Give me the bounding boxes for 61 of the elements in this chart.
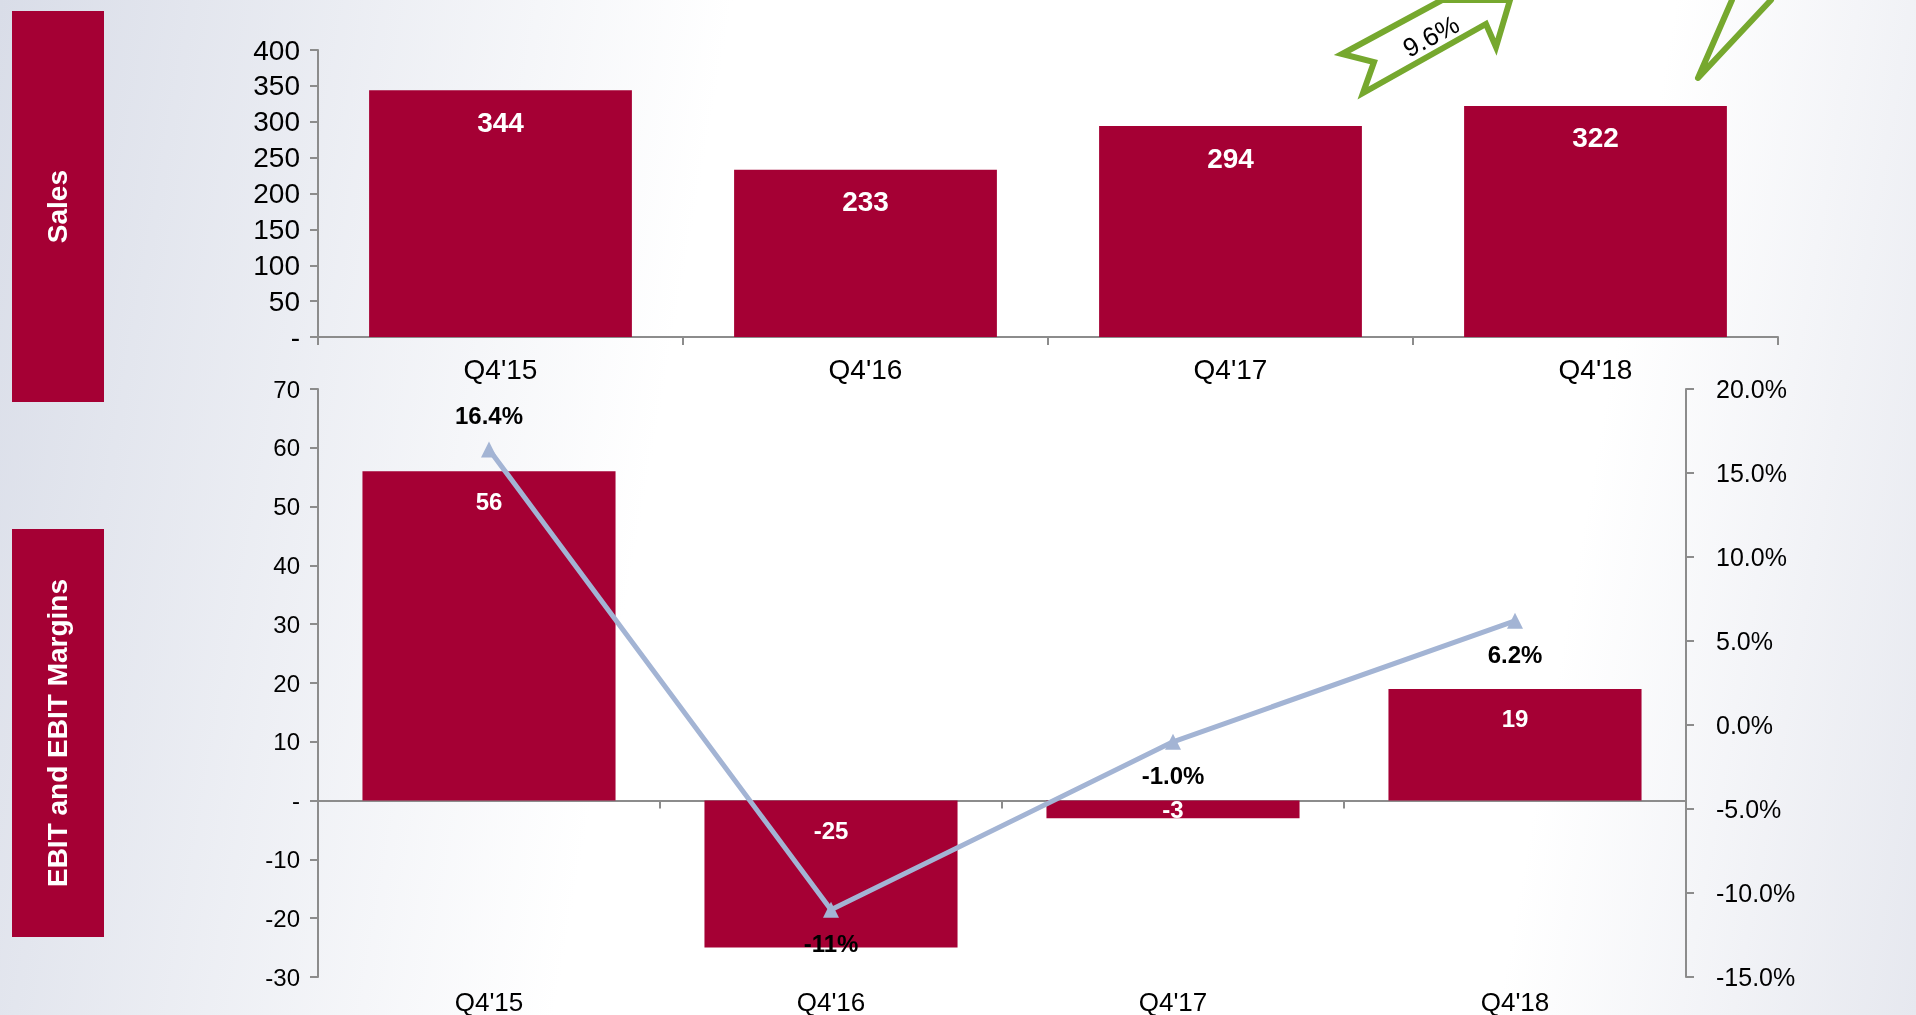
data-label: -3 [1162,795,1184,823]
y-tick-label: 70 [273,375,300,403]
y-tick-label: -30 [265,963,300,991]
y-tick-label: -10 [265,845,300,873]
y-tick-label: 300 [253,106,300,138]
y-tick-label: - [290,321,300,353]
y-tick-label: -20 [265,904,300,932]
y-tick-label: 250 [253,142,300,174]
data-label: 233 [842,186,889,218]
data-label: 19 [1501,705,1529,733]
point [481,441,497,458]
y-axis-title: Sales [42,169,74,244]
data-label: 6.2% [1487,641,1543,669]
y2-tick-label: 10.0% [1716,543,1787,571]
data-label: 16.4% [454,401,524,429]
bar [369,90,632,337]
x-tick-label: Q4'17 [1193,353,1268,385]
data-label: 56 [475,487,503,515]
y-tick-label: 150 [253,213,300,245]
data-label: -25 [813,817,849,845]
y2-tick-label: -10.0% [1716,879,1796,907]
data-label: -1.0% [1141,762,1205,790]
y-tick-label: 350 [253,70,300,102]
y-tick-label: 100 [253,249,300,281]
y-tick-label: 60 [273,434,300,462]
point [1507,612,1523,629]
y-tick-label: 200 [253,178,300,209]
x-tick-label: Q4'18 [1558,353,1633,385]
x-tick-label: Q4'15 [454,987,524,1015]
data-label: 294 [1207,142,1255,174]
y-tick-label: 10 [273,728,300,756]
y-tick-label: 50 [268,285,300,317]
bar [1388,688,1642,801]
x-tick-label: Q4'17 [1138,987,1208,1015]
bar [362,471,616,801]
x-tick-label: Q4'16 [828,353,903,385]
y2-tick-label: 0.0% [1716,711,1773,739]
y-tick-label: 400 [253,34,300,66]
data-label: 322 [1572,122,1619,154]
bar [1464,105,1727,337]
y2-tick-label: 5.0% [1716,627,1773,655]
y-tick-label: 30 [273,610,300,638]
x-tick-label: Q4'16 [796,987,866,1015]
y-tick-label: 50 [273,493,300,521]
y2-tick-label: -15.0% [1716,963,1796,991]
y-tick-label: 40 [273,551,300,579]
y2-tick-label: -5.0% [1716,795,1782,823]
annotation: 9.6% [1397,8,1465,64]
data-label: 344 [477,106,525,138]
x-tick-label: Q4'15 [463,353,538,385]
bar [1099,126,1362,337]
y-tick-label: 20 [273,669,300,697]
y-tick-label: - [292,787,300,815]
y-axis-title: EBIT and EBIT Margins [42,578,74,888]
y2-tick-label: 20.0% [1716,375,1787,403]
bar [1046,800,1300,819]
bar [734,169,997,337]
x-tick-label: Q4'18 [1480,987,1550,1015]
y2-tick-label: 15.0% [1716,459,1787,487]
point [1165,733,1181,750]
point [823,901,839,918]
